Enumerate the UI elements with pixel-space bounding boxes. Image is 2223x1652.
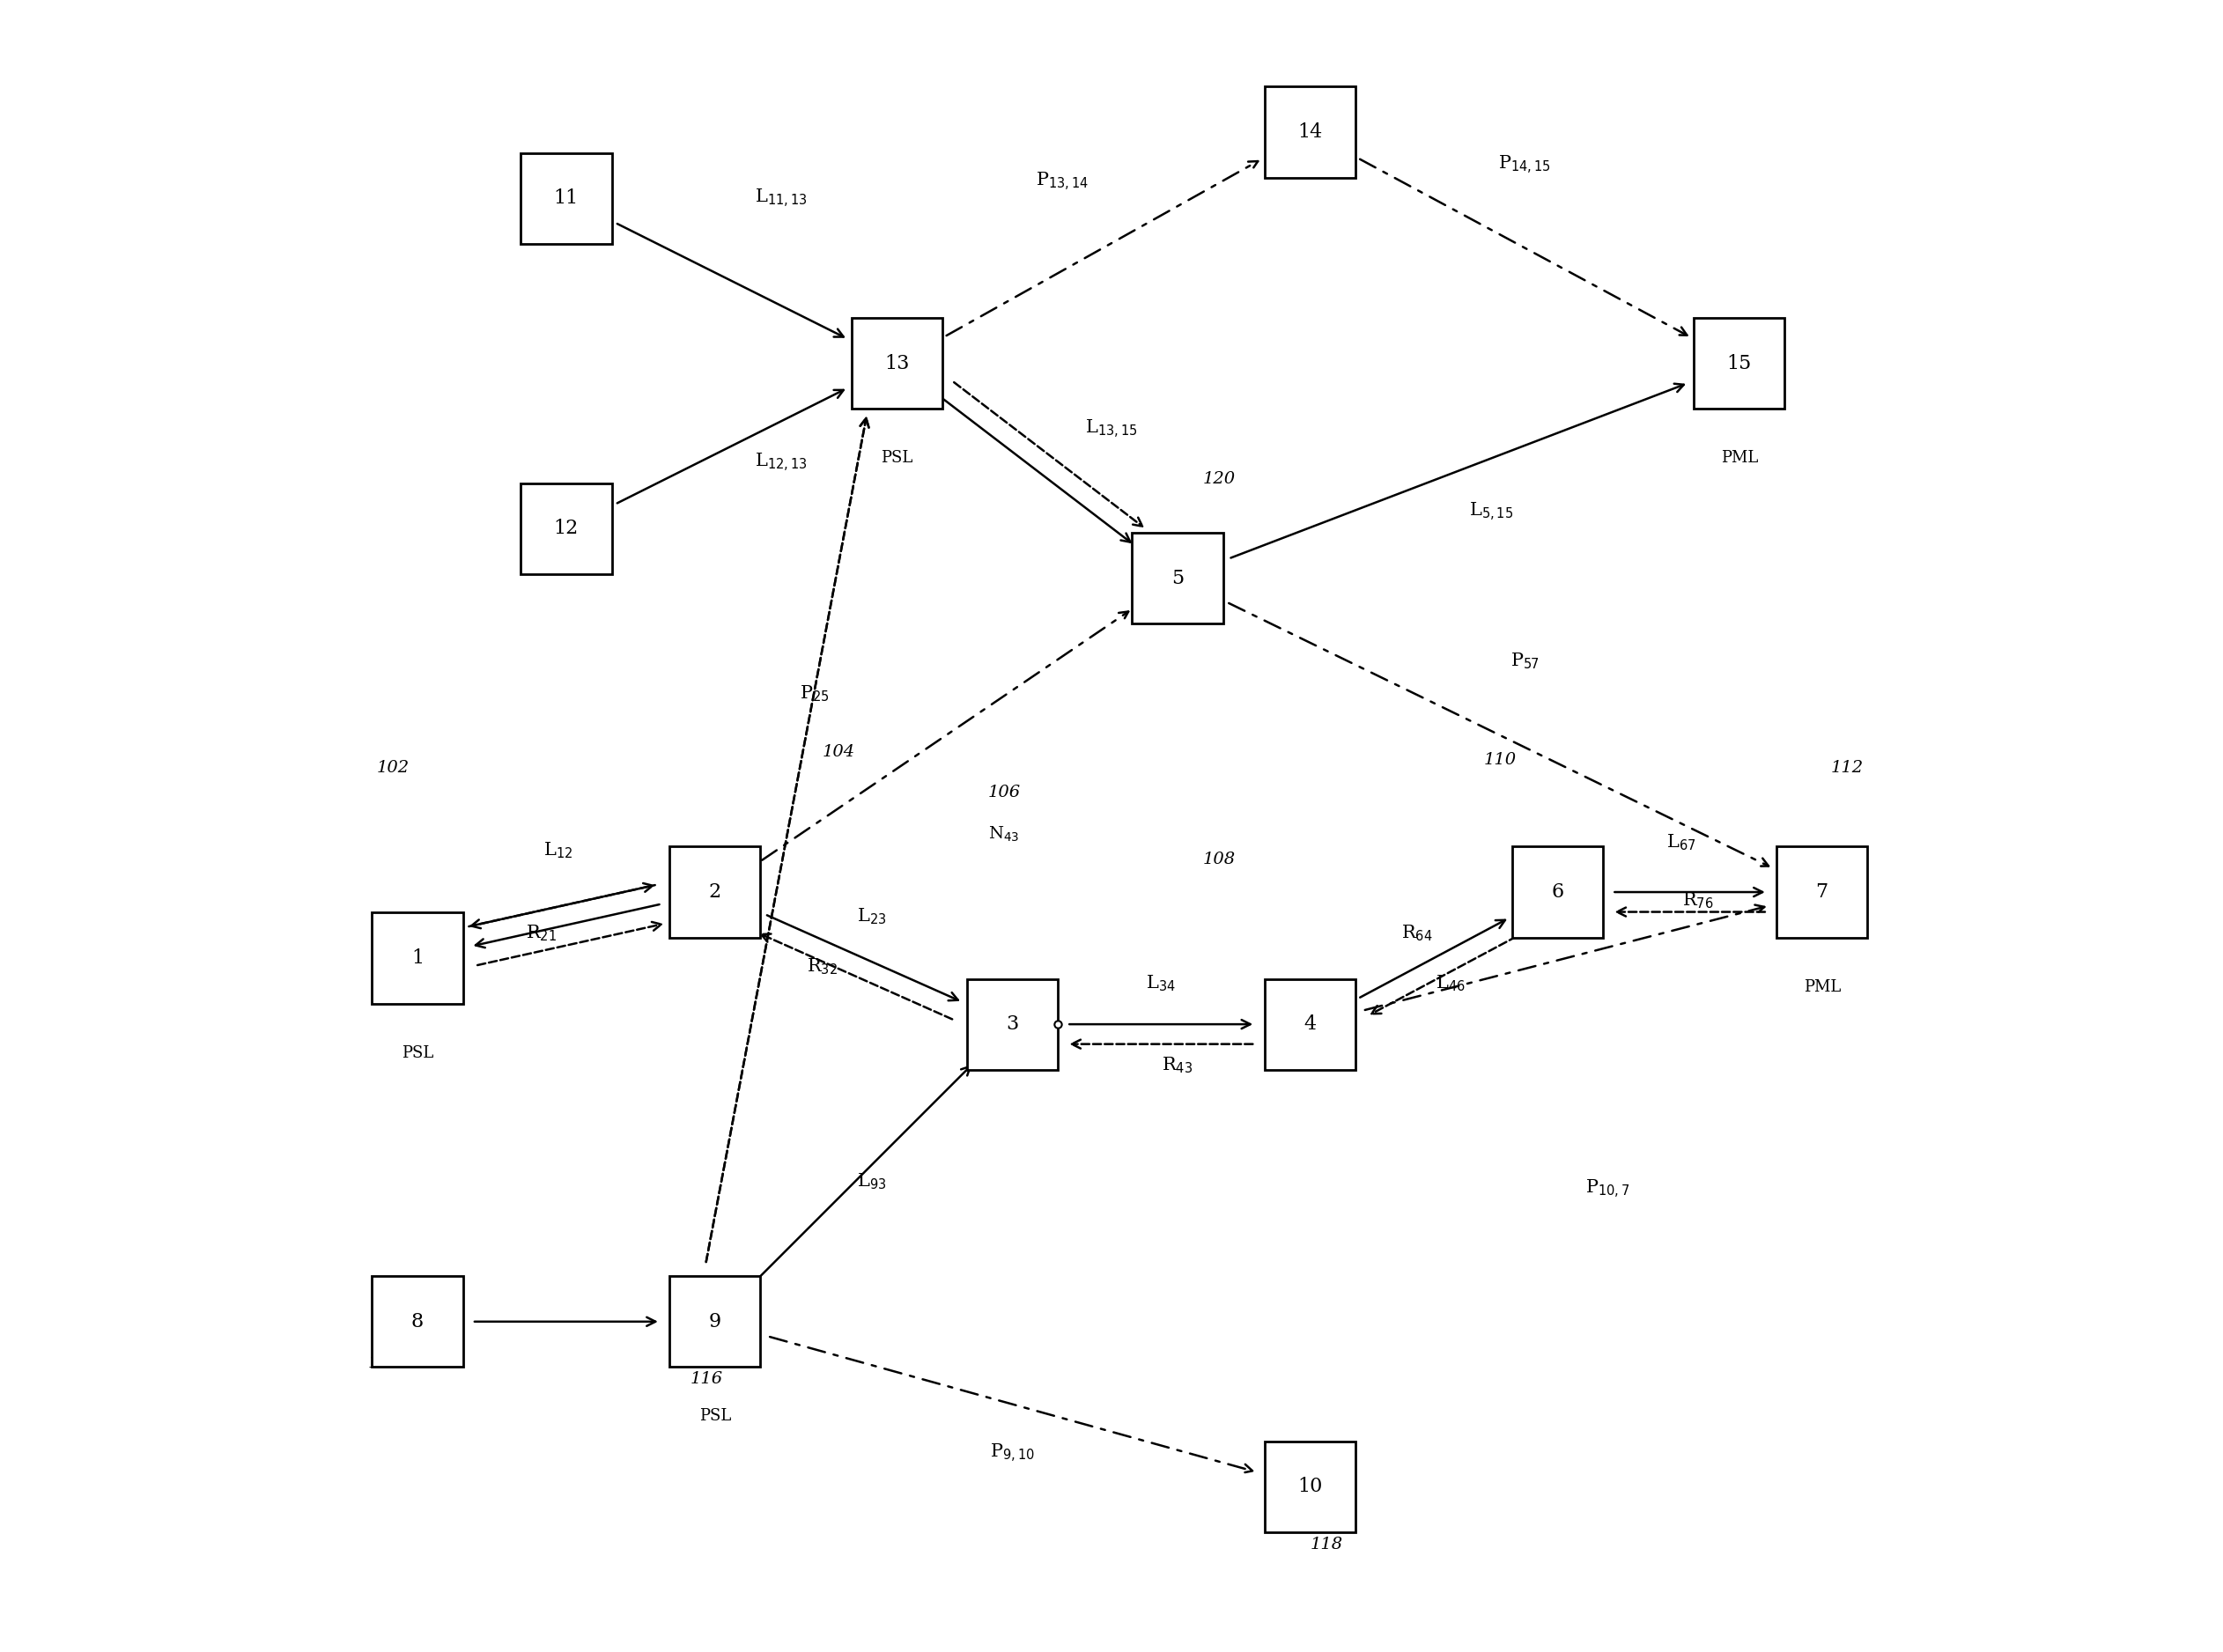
Text: 5: 5 [1172,568,1185,588]
Text: 15: 15 [1727,354,1752,373]
Text: 8: 8 [411,1312,425,1332]
Text: L$_{23}$: L$_{23}$ [858,907,887,927]
FancyBboxPatch shape [520,482,611,573]
Text: 14: 14 [1298,122,1323,142]
Text: 110: 110 [1483,752,1516,768]
Text: PML: PML [1803,978,1841,995]
Text: P$_{14,15}$: P$_{14,15}$ [1498,154,1552,177]
Text: 9: 9 [709,1312,720,1332]
Text: L$_{93}$: L$_{93}$ [858,1171,887,1191]
Text: 102: 102 [376,760,409,776]
FancyBboxPatch shape [851,317,943,410]
FancyBboxPatch shape [669,1275,760,1368]
Text: L$_{67}$: L$_{67}$ [1667,833,1696,852]
FancyBboxPatch shape [1512,847,1603,938]
Text: R$_{76}$: R$_{76}$ [1683,890,1714,910]
Text: P$_{9,10}$: P$_{9,10}$ [989,1442,1034,1465]
FancyBboxPatch shape [1694,317,1785,410]
FancyBboxPatch shape [1265,978,1356,1070]
FancyBboxPatch shape [1132,532,1223,624]
Text: PSL: PSL [698,1408,731,1424]
Text: R$_{64}$: R$_{64}$ [1400,923,1434,943]
Text: L$_{46}$: L$_{46}$ [1436,973,1465,993]
Text: 120: 120 [1203,471,1236,487]
FancyBboxPatch shape [1776,847,1867,938]
Text: L$_{12}$: L$_{12}$ [542,841,574,861]
Text: PML: PML [1721,451,1758,466]
Text: 1: 1 [411,948,425,968]
Text: P$_{25}$: P$_{25}$ [800,684,829,704]
Text: 114: 114 [369,1355,400,1371]
Text: PSL: PSL [402,1046,433,1061]
Text: 4: 4 [1303,1014,1316,1034]
Text: 6: 6 [1552,882,1563,902]
FancyBboxPatch shape [967,978,1058,1070]
Text: P$_{57}$: P$_{57}$ [1509,651,1538,671]
FancyBboxPatch shape [1265,86,1356,178]
FancyBboxPatch shape [371,914,462,1004]
Text: L$_{13,15}$: L$_{13,15}$ [1085,418,1138,441]
FancyBboxPatch shape [520,154,611,244]
Text: L$_{11,13}$: L$_{11,13}$ [756,187,807,210]
Text: 112: 112 [1830,760,1863,776]
Text: R$_{21}$: R$_{21}$ [527,923,558,943]
Text: R$_{32}$: R$_{32}$ [807,957,838,976]
Text: L$_{12,13}$: L$_{12,13}$ [756,451,807,474]
FancyBboxPatch shape [669,847,760,938]
FancyBboxPatch shape [1265,1441,1356,1533]
Text: PSL: PSL [880,451,914,466]
Text: 106: 106 [987,785,1020,801]
Text: N$_{43}$: N$_{43}$ [989,824,1020,844]
Text: L$_{34}$: L$_{34}$ [1147,973,1176,993]
Text: L$_{5,15}$: L$_{5,15}$ [1469,501,1514,524]
Text: 2: 2 [709,882,720,902]
Text: P$_{13,14}$: P$_{13,14}$ [1036,170,1089,193]
FancyBboxPatch shape [371,1275,462,1368]
Text: 108: 108 [1203,851,1236,867]
Text: 3: 3 [1007,1014,1018,1034]
Text: P$_{10,7}$: P$_{10,7}$ [1585,1178,1629,1201]
Text: 12: 12 [554,519,578,539]
Text: 7: 7 [1816,882,1827,902]
Text: 11: 11 [554,188,578,208]
Text: 13: 13 [885,354,909,373]
Text: 118: 118 [1309,1536,1343,1553]
Text: 104: 104 [823,743,856,760]
Text: 10: 10 [1298,1477,1323,1497]
Text: 116: 116 [691,1371,722,1388]
Text: R$_{43}$: R$_{43}$ [1163,1056,1194,1075]
